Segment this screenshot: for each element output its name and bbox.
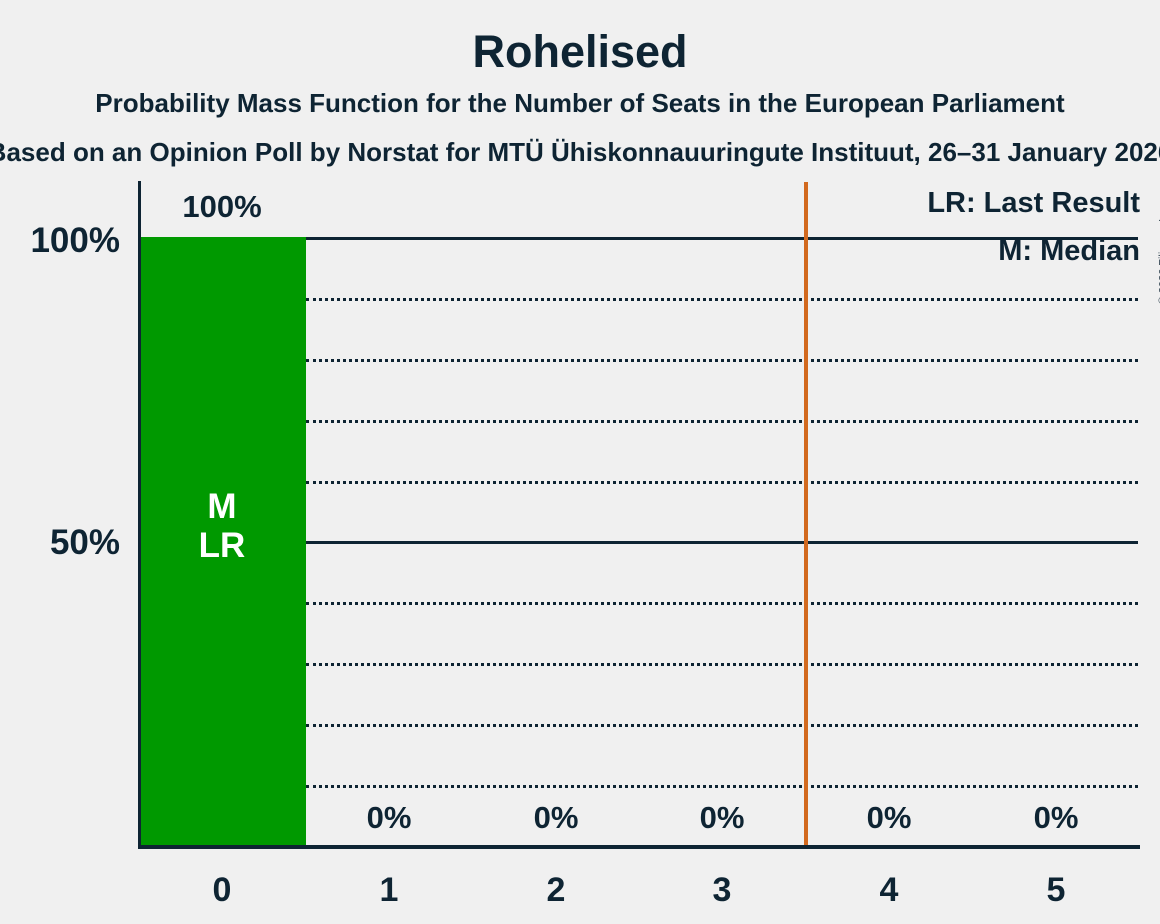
vertical-reference-line — [804, 182, 808, 845]
x-axis-line — [138, 845, 1140, 849]
x-tick-1: 1 — [379, 871, 399, 909]
gridline-80pct — [306, 359, 1138, 362]
gridline-10pct — [306, 785, 1138, 788]
last-result-marker: LR — [198, 526, 246, 565]
gridline-60pct — [306, 481, 1138, 484]
x-tick-2: 2 — [546, 871, 566, 909]
gridline-30pct — [306, 663, 1138, 666]
value-label-2: 0% — [533, 800, 579, 835]
median-marker: M — [207, 487, 237, 526]
gridline-20pct — [306, 724, 1138, 727]
value-label-5: 0% — [1033, 800, 1079, 835]
bar-annotation-group: M LR — [199, 487, 246, 565]
value-label-4: 0% — [866, 800, 912, 835]
gridline-50pct — [306, 541, 1138, 544]
bar-seats-0 — [141, 237, 306, 845]
value-label-1: 0% — [366, 800, 412, 835]
x-tick-0: 0 — [212, 871, 232, 909]
source-line: Based on an Opinion Poll by Norstat for … — [0, 137, 1160, 167]
x-tick-5: 5 — [1046, 871, 1066, 909]
y-tick-50: 50% — [49, 523, 120, 562]
x-tick-4: 4 — [879, 871, 899, 909]
page-title: Rohelised — [472, 26, 688, 77]
gridline-100pct — [306, 237, 1138, 240]
y-tick-100: 100% — [30, 221, 120, 260]
gridline-40pct — [306, 602, 1138, 605]
value-label-0: 100% — [182, 189, 262, 224]
value-label-3: 0% — [699, 800, 745, 835]
gridline-90pct — [306, 298, 1138, 301]
gridline-70pct — [306, 420, 1138, 423]
legend-median: M: Median — [998, 235, 1140, 267]
y-axis-line — [138, 181, 141, 849]
x-tick-3: 3 — [712, 871, 732, 909]
chart-subtitle: Probability Mass Function for the Number… — [95, 88, 1065, 118]
legend-last-result: LR: Last Result — [927, 187, 1140, 219]
